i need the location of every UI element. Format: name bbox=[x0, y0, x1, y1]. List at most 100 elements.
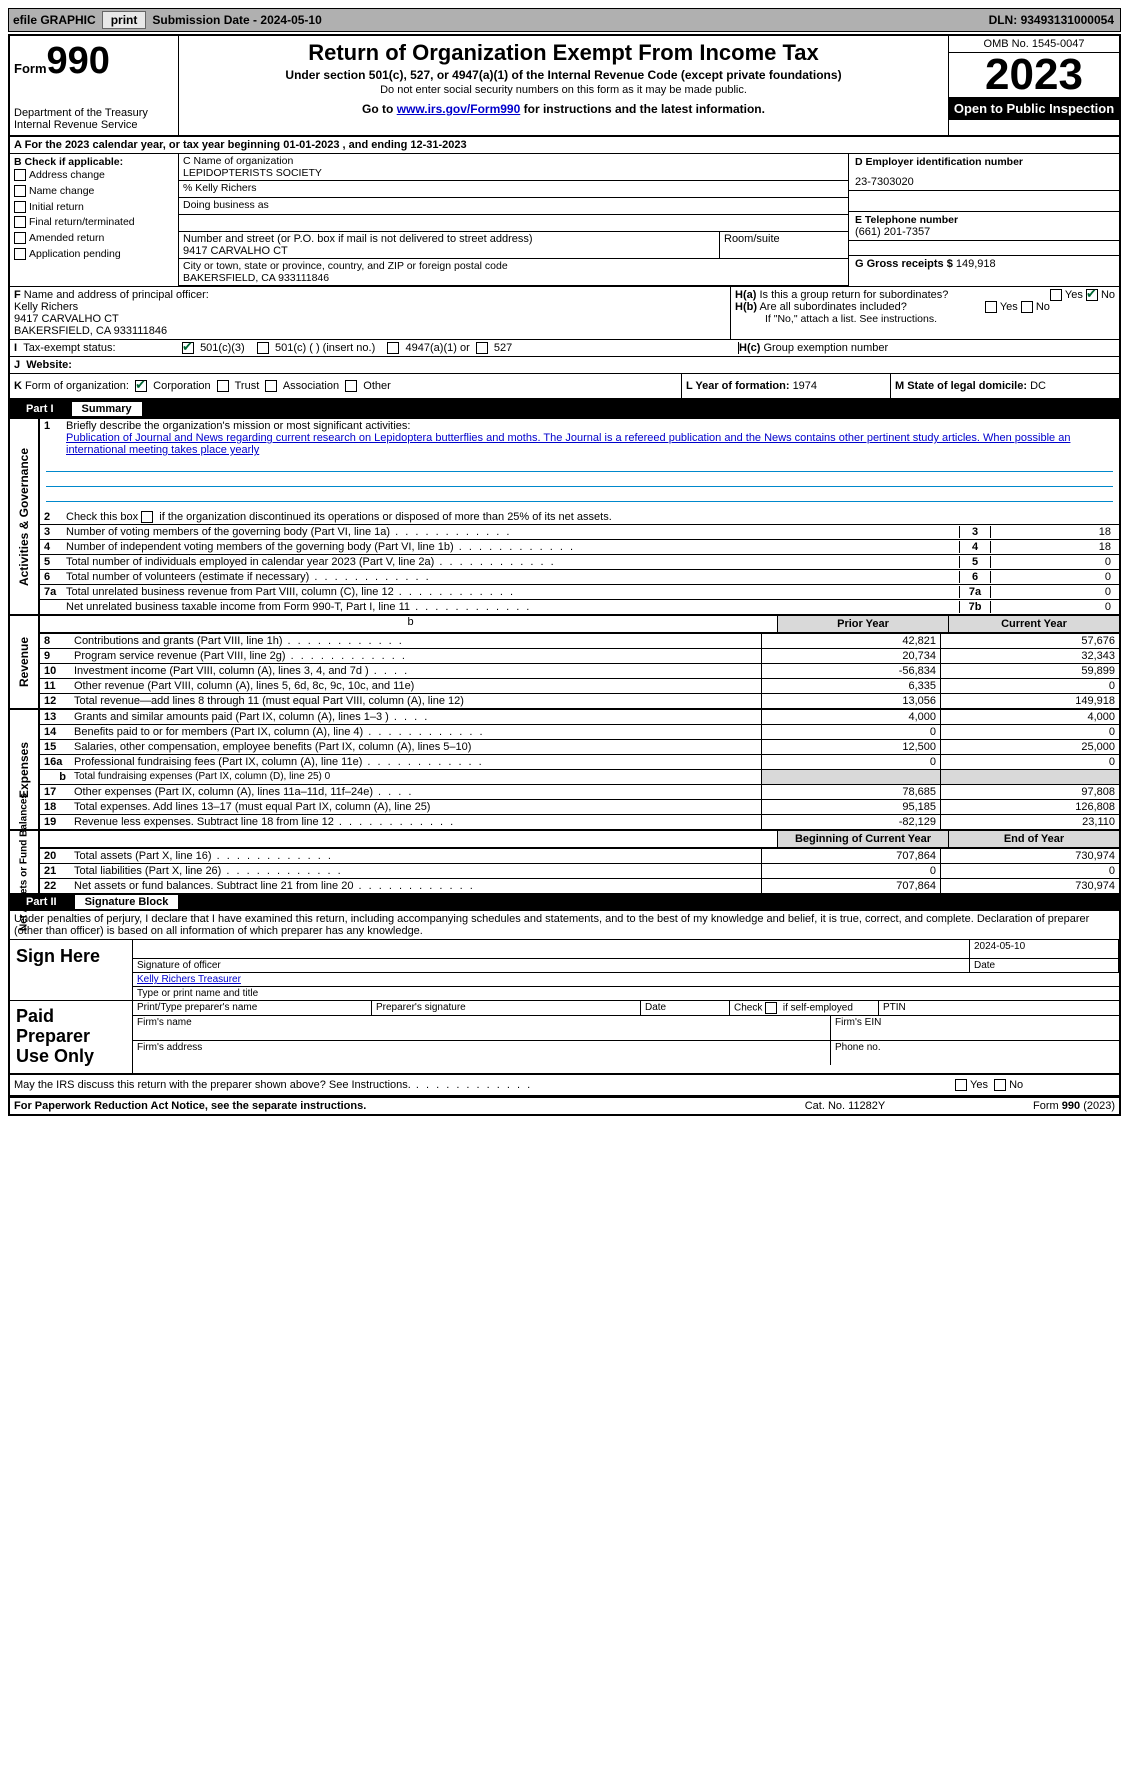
tax-year: 2023 bbox=[949, 53, 1119, 97]
cb-application-pending[interactable]: Application pending bbox=[14, 247, 174, 263]
r11-prior: 6,335 bbox=[761, 679, 940, 693]
dln: DLN: 93493131000054 bbox=[989, 13, 1120, 27]
cb-hb-no[interactable] bbox=[1021, 301, 1033, 313]
r16a-prior: 0 bbox=[761, 755, 940, 769]
r14-curr: 0 bbox=[940, 725, 1119, 739]
r17-prior: 78,685 bbox=[761, 785, 940, 799]
r22-end: 730,974 bbox=[940, 879, 1119, 893]
col-d: D Employer identification number23-73030… bbox=[848, 154, 1119, 286]
r10-prior: -56,834 bbox=[761, 664, 940, 678]
goto-line: Go to www.irs.gov/Form990 for instructio… bbox=[185, 102, 942, 116]
l3-val: 18 bbox=[991, 526, 1115, 538]
cb-assoc[interactable] bbox=[265, 380, 277, 392]
street-address: 9417 CARVALHO CT bbox=[183, 245, 288, 257]
cb-address-change[interactable]: Address change bbox=[14, 168, 174, 184]
ein: 23-7303020 bbox=[855, 168, 1113, 188]
r13-prior: 4,000 bbox=[761, 710, 940, 724]
cb-501c3[interactable] bbox=[182, 342, 194, 354]
cb-ha-no[interactable] bbox=[1086, 289, 1098, 301]
r18-curr: 126,808 bbox=[940, 800, 1119, 814]
r21-beg: 0 bbox=[761, 864, 940, 878]
col-b: B Check if applicable: Address change Na… bbox=[10, 154, 179, 286]
form-number: 990 bbox=[47, 40, 110, 82]
org-name: LEPIDOPTERISTS SOCIETY bbox=[183, 167, 322, 179]
l6-val: 0 bbox=[991, 571, 1115, 583]
part-2-bar: Part II Signature Block bbox=[10, 893, 1119, 911]
form-subtitle: Under section 501(c), 527, or 4947(a)(1)… bbox=[185, 68, 942, 82]
section-governance: Activities & Governance 1 Briefly descri… bbox=[10, 418, 1119, 614]
print-button[interactable]: print bbox=[102, 11, 147, 29]
r19-prior: -82,129 bbox=[761, 815, 940, 829]
cb-initial-return[interactable]: Initial return bbox=[14, 200, 174, 216]
identity-block: B Check if applicable: Address change Na… bbox=[10, 154, 1119, 286]
officer-addr2: BAKERSFIELD, CA 933111846 bbox=[14, 325, 167, 337]
mission-description: Publication of Journal and News regardin… bbox=[66, 432, 1070, 456]
irs-link[interactable]: www.irs.gov/Form990 bbox=[397, 102, 521, 116]
row-j: J Website: bbox=[10, 356, 1119, 373]
r8-prior: 42,821 bbox=[761, 634, 940, 648]
row-k: K Form of organization: Corporation Trus… bbox=[10, 373, 1119, 400]
cb-self-employed[interactable] bbox=[765, 1002, 777, 1014]
cb-hb-yes[interactable] bbox=[985, 301, 997, 313]
r9-prior: 20,734 bbox=[761, 649, 940, 663]
col-current-year: Current Year bbox=[948, 616, 1119, 632]
r13-curr: 4,000 bbox=[940, 710, 1119, 724]
form-title: Return of Organization Exempt From Incom… bbox=[185, 40, 942, 66]
r8-curr: 57,676 bbox=[940, 634, 1119, 648]
r19-curr: 23,110 bbox=[940, 815, 1119, 829]
col-prior-year: Prior Year bbox=[777, 616, 948, 632]
cb-trust[interactable] bbox=[217, 380, 229, 392]
officer-addr1: 9417 CARVALHO CT bbox=[14, 313, 119, 325]
room-suite-label: Room/suite bbox=[720, 232, 848, 258]
r14-prior: 0 bbox=[761, 725, 940, 739]
r20-beg: 707,864 bbox=[761, 849, 940, 863]
sign-date: 2024-05-10 bbox=[974, 941, 1025, 952]
col-c: C Name of organizationLEPIDOPTERISTS SOC… bbox=[179, 154, 848, 286]
r9-curr: 32,343 bbox=[940, 649, 1119, 663]
section-net-assets: Net Assets or Fund Balances Beginning of… bbox=[10, 829, 1119, 893]
state-domicile: DC bbox=[1030, 380, 1046, 392]
submission-label: Submission Date - 2024-05-10 bbox=[148, 13, 325, 27]
cb-corp[interactable] bbox=[135, 380, 147, 392]
form-header: Form990 Department of the Treasury Inter… bbox=[10, 36, 1119, 137]
ssn-warning: Do not enter social security numbers on … bbox=[185, 84, 942, 96]
r22-beg: 707,864 bbox=[761, 879, 940, 893]
dba-label: Doing business as bbox=[179, 198, 848, 215]
section-revenue: Revenue b Prior Year Current Year 8Contr… bbox=[10, 614, 1119, 708]
cb-discontinued[interactable] bbox=[141, 511, 153, 523]
col-end-year: End of Year bbox=[948, 831, 1119, 847]
col-beg-year: Beginning of Current Year bbox=[777, 831, 948, 847]
sign-here-block: Sign Here 2024-05-10 Signature of office… bbox=[10, 940, 1119, 1001]
efile-label: efile GRAPHIC bbox=[9, 13, 100, 27]
cb-ha-yes[interactable] bbox=[1050, 289, 1062, 301]
l7b-val: 0 bbox=[991, 601, 1115, 613]
r15-prior: 12,500 bbox=[761, 740, 940, 754]
section-expenses: Expenses 13Grants and similar amounts pa… bbox=[10, 708, 1119, 829]
cb-amended-return[interactable]: Amended return bbox=[14, 231, 174, 247]
cb-name-change[interactable]: Name change bbox=[14, 184, 174, 200]
r21-end: 0 bbox=[940, 864, 1119, 878]
cb-501c[interactable] bbox=[257, 342, 269, 354]
l5-val: 0 bbox=[991, 556, 1115, 568]
gross-receipts: 149,918 bbox=[956, 258, 996, 270]
r16a-curr: 0 bbox=[940, 755, 1119, 769]
signature-block: Under penalties of perjury, I declare th… bbox=[10, 911, 1119, 1096]
r10-curr: 59,899 bbox=[940, 664, 1119, 678]
officer-name-title: Kelly Richers Treasurer bbox=[137, 974, 241, 985]
year-formation: 1974 bbox=[793, 380, 817, 392]
cb-discuss-no[interactable] bbox=[994, 1079, 1006, 1091]
cb-527[interactable] bbox=[476, 342, 488, 354]
row-i: I Tax-exempt status: 501(c)(3) 501(c) ( … bbox=[10, 339, 1119, 356]
part-1-bar: Part I Summary bbox=[10, 400, 1119, 418]
city-state-zip: BAKERSFIELD, CA 933111846 bbox=[183, 272, 329, 284]
r12-prior: 13,056 bbox=[761, 694, 940, 708]
cb-4947[interactable] bbox=[387, 342, 399, 354]
open-inspection: Open to Public Inspection bbox=[949, 97, 1119, 120]
phone: (661) 201-7357 bbox=[855, 226, 1113, 238]
r11-curr: 0 bbox=[940, 679, 1119, 693]
cb-final-return[interactable]: Final return/terminated bbox=[14, 215, 174, 231]
cb-other[interactable] bbox=[345, 380, 357, 392]
dept-treasury: Department of the Treasury bbox=[14, 107, 174, 119]
cb-discuss-yes[interactable] bbox=[955, 1079, 967, 1091]
row-f-h: F Name and address of principal officer:… bbox=[10, 286, 1119, 339]
